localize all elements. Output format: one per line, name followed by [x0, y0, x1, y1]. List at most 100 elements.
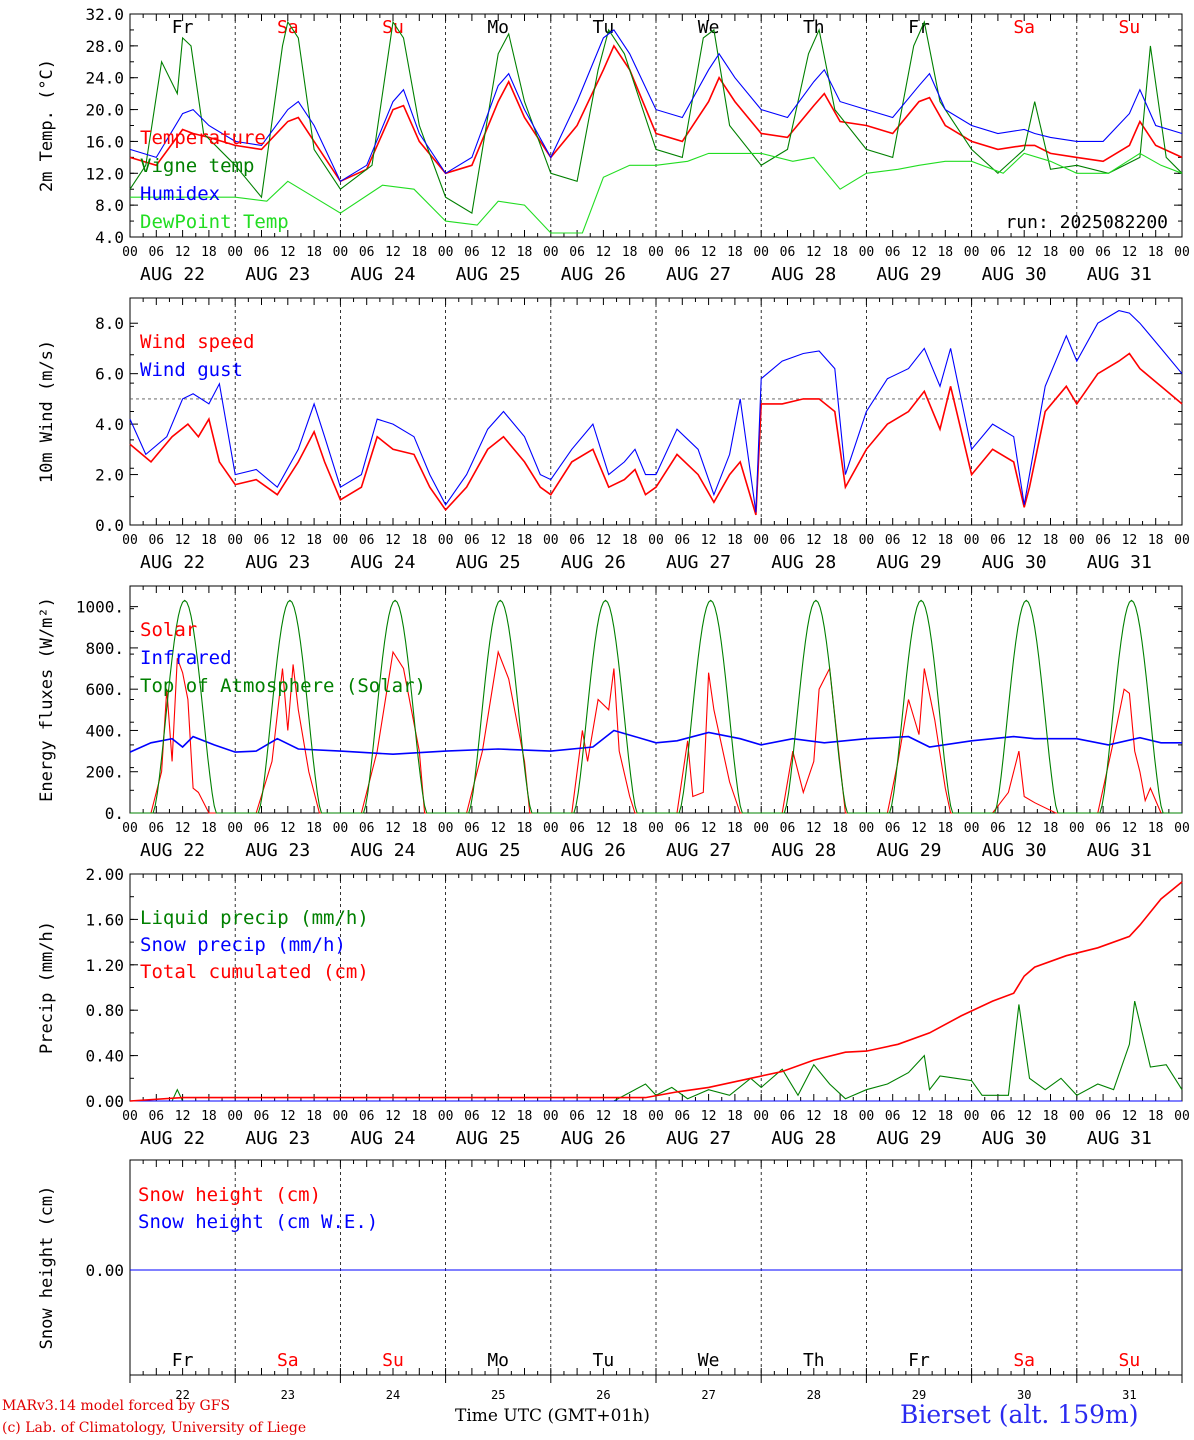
hour-label: 06	[464, 1109, 480, 1124]
hour-label: 12	[385, 245, 401, 260]
y-tick-label: 2.0	[95, 466, 124, 485]
y-axis-label: 2m Temp. (°C)	[37, 59, 57, 192]
day-name: Fr	[172, 17, 194, 38]
hour-label: 00	[333, 533, 349, 548]
hour-label: 06	[990, 533, 1006, 548]
day-number: 30	[1017, 1388, 1031, 1402]
series-line	[129, 20, 1183, 214]
hour-label: 18	[201, 821, 217, 836]
y-tick-label: 0.00	[85, 1092, 124, 1111]
day-name: Mo	[487, 17, 509, 38]
series-line	[130, 599, 1182, 814]
series-line	[129, 29, 1183, 183]
hour-label: 06	[359, 821, 375, 836]
hour-label: 00	[964, 821, 980, 836]
hour-label: 00	[227, 533, 243, 548]
date-label: AUG 28	[771, 552, 836, 573]
hour-label: 00	[648, 1109, 664, 1124]
y-tick-label: 6.0	[95, 365, 124, 384]
panel-precip: Precip (mm/h) 0.00 0.40 0.80 1.20 1.60 2.00 00 0…	[37, 865, 1190, 1149]
hour-label: 06	[780, 245, 796, 260]
day-number: 23	[281, 1388, 295, 1402]
station-name: Bierset (alt. 159m)	[900, 1400, 1139, 1429]
hour-label: 18	[832, 245, 848, 260]
hour-label: 06	[464, 245, 480, 260]
hour-label: 12	[175, 821, 191, 836]
series-line	[129, 310, 1183, 513]
hour-label: 06	[780, 533, 796, 548]
hour-label: 06	[885, 533, 901, 548]
date-label: AUG 23	[245, 840, 310, 861]
y-tick-label: 24.0	[85, 69, 124, 88]
hour-label: 12	[1016, 1109, 1032, 1124]
date-label: AUG 29	[876, 1128, 941, 1149]
y-tick-label: 4.0	[95, 228, 124, 247]
y-tick-label: 32.0	[85, 5, 124, 24]
hour-label: 18	[1043, 533, 1059, 548]
hour-label: 06	[885, 245, 901, 260]
date-label: AUG 26	[561, 840, 626, 861]
plot-frame	[129, 13, 1183, 238]
hour-label: 00	[753, 245, 769, 260]
hour-label: 18	[937, 821, 953, 836]
hour-label: 12	[701, 821, 717, 836]
hour-label: 00	[438, 245, 454, 260]
date-label: AUG 28	[771, 264, 836, 285]
hour-label: 12	[280, 533, 296, 548]
legend-entry: Infrared	[140, 647, 232, 669]
hour-label: 06	[1095, 1109, 1111, 1124]
hour-label: 00	[438, 821, 454, 836]
hour-label: 12	[490, 821, 506, 836]
hour-label: 18	[1148, 533, 1164, 548]
hour-label: 12	[1016, 533, 1032, 548]
day-name: Su	[382, 1350, 404, 1371]
hour-label: 00	[122, 245, 138, 260]
hour-label: 00	[964, 245, 980, 260]
y-axis-label: Precip (mm/h)	[37, 921, 57, 1054]
hour-label: 00	[333, 245, 349, 260]
y-tick-label: 8.0	[95, 314, 124, 333]
hour-label: 06	[254, 821, 270, 836]
hour-label: 06	[885, 1109, 901, 1124]
hour-label: 12	[911, 245, 927, 260]
hour-label: 06	[1095, 245, 1111, 260]
hour-label: 18	[517, 245, 533, 260]
date-label: AUG 24	[350, 552, 415, 573]
hour-label: 06	[1095, 533, 1111, 548]
hour-label: 18	[1043, 245, 1059, 260]
date-label: AUG 22	[140, 264, 205, 285]
date-label: AUG 29	[876, 552, 941, 573]
legend-entry: Humidex	[140, 183, 220, 205]
hour-label: 12	[490, 245, 506, 260]
hour-label: 18	[832, 821, 848, 836]
hour-label: 06	[148, 533, 164, 548]
hour-label: 12	[490, 533, 506, 548]
date-label: AUG 30	[982, 840, 1047, 861]
date-label: AUG 28	[771, 840, 836, 861]
date-label: AUG 30	[982, 1128, 1047, 1149]
hour-label: 18	[937, 245, 953, 260]
hour-label: 18	[517, 821, 533, 836]
hour-label: 06	[359, 1109, 375, 1124]
day-number: 24	[386, 1388, 400, 1402]
hour-label: 00	[122, 533, 138, 548]
legend-entry: DewPoint Temp	[140, 211, 289, 233]
hour-label: 00	[122, 1109, 138, 1124]
hour-label: 00	[543, 821, 559, 836]
hour-label: 18	[727, 821, 743, 836]
date-label: AUG 23	[245, 264, 310, 285]
hour-label: 00	[438, 533, 454, 548]
date-label: AUG 27	[666, 552, 731, 573]
legend-entry: Solar	[140, 619, 197, 641]
day-name: We	[698, 1350, 720, 1371]
hour-label: 12	[596, 533, 612, 548]
hour-label: 00	[859, 1109, 875, 1124]
hour-label: 12	[701, 533, 717, 548]
date-label: AUG 22	[140, 1128, 205, 1149]
hour-label: 00	[648, 821, 664, 836]
day-name: Su	[1119, 17, 1141, 38]
y-axis-label: Energy fluxes (W/m²)	[37, 597, 57, 802]
hour-label: 00	[753, 533, 769, 548]
hour-label: 18	[517, 1109, 533, 1124]
hour-label: 18	[306, 245, 322, 260]
